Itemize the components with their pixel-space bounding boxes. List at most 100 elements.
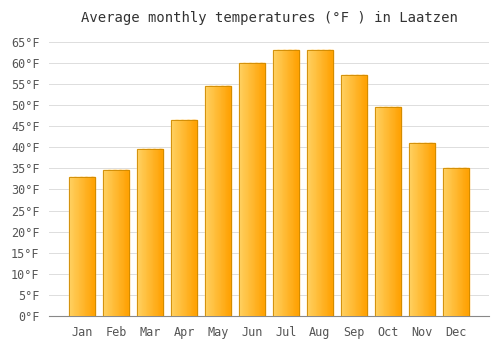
Bar [443,168,444,316]
Bar [285,50,286,316]
Bar [115,170,116,316]
Bar [394,107,395,316]
Bar [126,170,128,316]
Bar [422,143,424,316]
Bar [281,50,282,316]
Bar [390,107,392,316]
Bar [188,120,190,316]
Bar [254,63,256,316]
Bar [287,50,288,316]
Bar [178,120,179,316]
Bar [208,86,210,316]
Bar [292,50,294,316]
Bar [418,143,419,316]
Bar [412,143,413,316]
Bar [282,50,283,316]
Bar [72,177,74,316]
Bar [273,50,298,316]
Bar [258,63,259,316]
Bar [341,76,342,316]
Bar [264,63,265,316]
Bar [80,177,82,316]
Bar [207,86,208,316]
Bar [358,76,360,316]
Bar [229,86,230,316]
Bar [104,170,129,316]
Bar [363,76,364,316]
Title: Average monthly temperatures (°F ) in Laatzen: Average monthly temperatures (°F ) in La… [80,11,458,25]
Bar [320,50,321,316]
Bar [213,86,214,316]
Bar [330,50,332,316]
Bar [210,86,212,316]
Bar [148,149,150,316]
Bar [387,107,388,316]
Bar [450,168,451,316]
Bar [225,86,226,316]
Bar [444,168,445,316]
Bar [409,143,434,316]
Bar [128,170,129,316]
Bar [353,76,354,316]
Bar [347,76,348,316]
Bar [468,168,469,316]
Bar [104,170,129,316]
Bar [86,177,88,316]
Bar [279,50,280,316]
Bar [138,149,163,316]
Bar [365,76,366,316]
Bar [348,76,349,316]
Bar [388,107,389,316]
Bar [375,107,400,316]
Bar [195,120,196,316]
Bar [445,168,446,316]
Bar [431,143,432,316]
Bar [432,143,433,316]
Bar [260,63,262,316]
Bar [78,177,79,316]
Bar [224,86,225,316]
Bar [382,107,383,316]
Bar [220,86,222,316]
Bar [184,120,185,316]
Bar [257,63,258,316]
Bar [145,149,146,316]
Bar [161,149,162,316]
Bar [360,76,362,316]
Bar [459,168,460,316]
Bar [158,149,159,316]
Bar [411,143,412,316]
Bar [425,143,426,316]
Bar [394,107,396,316]
Bar [276,50,278,316]
Bar [177,120,178,316]
Bar [106,170,108,316]
Bar [89,177,90,316]
Bar [375,107,400,316]
Bar [307,50,308,316]
Bar [256,63,258,316]
Bar [452,168,454,316]
Bar [228,86,230,316]
Bar [118,170,119,316]
Bar [248,63,250,316]
Bar [449,168,450,316]
Bar [111,170,112,316]
Bar [112,170,113,316]
Bar [458,168,460,316]
Bar [420,143,422,316]
Bar [151,149,152,316]
Bar [380,107,382,316]
Bar [143,149,144,316]
Bar [308,50,309,316]
Bar [288,50,289,316]
Bar [378,107,379,316]
Bar [352,76,354,316]
Bar [426,143,428,316]
Bar [428,143,429,316]
Bar [396,107,398,316]
Bar [290,50,292,316]
Bar [344,76,345,316]
Bar [242,63,243,316]
Bar [455,168,456,316]
